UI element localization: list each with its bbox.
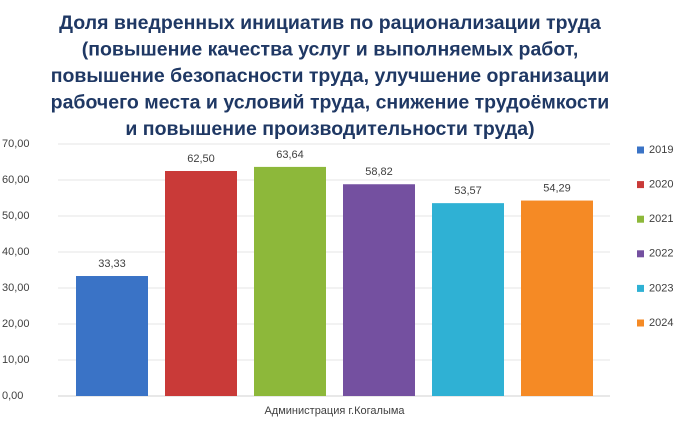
chart-title: и повышение производительности труда) [125, 118, 534, 140]
data-label: 58,82 [365, 166, 393, 178]
y-tick-label: 20,00 [2, 318, 30, 330]
chart-title: Доля внедренных инициатив по рационализа… [59, 12, 601, 34]
chart-title: (повышение качества услуг и выполняемых … [82, 39, 579, 61]
bar [521, 200, 593, 396]
legend-swatch [637, 181, 644, 189]
data-label: 62,50 [187, 153, 215, 165]
legend-label: 2024 [649, 317, 673, 329]
data-label: 54,29 [543, 182, 571, 194]
legend-swatch [637, 250, 644, 258]
bar [254, 166, 326, 396]
legend-swatch [637, 146, 644, 154]
legend-swatch [637, 215, 644, 223]
y-tick-label: 70,00 [2, 138, 30, 150]
legend-label: 2022 [649, 248, 673, 260]
bar [76, 276, 148, 396]
x-tick-label: Администрация г.Когалыма [264, 405, 405, 417]
legend-label: 2019 [649, 144, 673, 156]
chart-title: рабочего места и условий труда, снижение… [51, 92, 610, 114]
bar [343, 184, 415, 396]
y-tick-label: 0,00 [2, 390, 23, 402]
y-tick-label: 30,00 [2, 282, 30, 294]
legend-swatch [637, 284, 644, 292]
y-tick-label: 60,00 [2, 174, 30, 186]
legend-label: 2020 [649, 179, 673, 191]
legend-label: 2021 [649, 213, 673, 225]
legend-label: 2023 [649, 282, 673, 294]
data-label: 33,33 [98, 258, 126, 270]
y-tick-label: 10,00 [2, 354, 30, 366]
data-label: 53,57 [454, 185, 482, 197]
bar [432, 203, 504, 396]
chart-title: повышение безопасности труда, улучшение … [51, 65, 610, 87]
legend-swatch [637, 319, 644, 327]
data-label: 63,64 [276, 149, 304, 161]
bar [165, 171, 237, 396]
y-tick-label: 50,00 [2, 210, 30, 222]
y-tick-label: 40,00 [2, 246, 30, 258]
